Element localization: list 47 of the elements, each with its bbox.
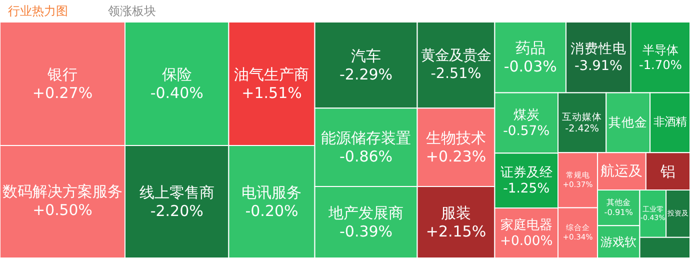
category-label: 线上零售商 <box>139 183 214 202</box>
category-label: 油气生产商 <box>234 65 310 84</box>
category-label: 煤炭 <box>513 108 540 123</box>
category-label: 药品 <box>515 39 546 58</box>
category-label: 铝 <box>659 162 676 180</box>
category-label: 其他金 <box>606 196 631 207</box>
data-label: -0.86% <box>339 148 393 166</box>
category-label: 非酒精 <box>654 114 687 129</box>
category-label: 能源储存装置 <box>321 129 412 148</box>
data-label: +0.50% <box>32 200 92 219</box>
data-label: -2.51% <box>430 66 482 82</box>
category-label: 电讯服务 <box>242 183 302 202</box>
data-label: -1.25% <box>503 182 550 197</box>
category-label: 服装 <box>441 204 471 222</box>
category-label: 数码解决方案服务 <box>2 182 122 201</box>
category-label: 航运及 <box>600 163 643 180</box>
data-label: -0.91% <box>604 206 634 217</box>
data-label: -2.20% <box>150 202 204 220</box>
data-label: +0.27% <box>32 84 93 102</box>
data-label: +0.23% <box>426 148 486 166</box>
category-label: 保险 <box>162 65 192 84</box>
data-label: -3.91% <box>574 58 622 74</box>
data-label: +0.00% <box>500 234 553 250</box>
category-label: 半导体 <box>642 42 678 57</box>
data-label: -1.70% <box>638 58 682 72</box>
data-label: -0.20% <box>245 202 298 220</box>
data-label: -0.39% <box>339 222 393 241</box>
data-label: -0.03% <box>504 58 557 76</box>
data-label: +2.15% <box>426 222 486 241</box>
category-label: 黄金及贵金 <box>421 48 491 64</box>
data-label: -0.57% <box>503 124 550 140</box>
category-label: 生物技术 <box>426 129 486 148</box>
data-label: +1.51% <box>242 84 302 102</box>
data-label: -2.29% <box>339 65 393 84</box>
data-label: -2.42% <box>565 124 599 135</box>
category-label: 消费性电 <box>570 40 626 57</box>
category-label: 汽车 <box>351 46 382 65</box>
category-label: 游戏软 <box>600 234 637 249</box>
text: 行业热力图 <box>8 4 68 18</box>
category-label: 互动媒体 <box>562 110 602 123</box>
category-label: 银行 <box>46 65 78 84</box>
text: 领涨板块 <box>108 4 156 18</box>
category-label: 地产发展商 <box>328 204 404 222</box>
category-label: 家庭电器 <box>500 216 552 233</box>
data-label: -0.40% <box>150 84 204 102</box>
category-label: 证券及经 <box>500 165 552 180</box>
category-label: 其他金 <box>608 114 648 130</box>
